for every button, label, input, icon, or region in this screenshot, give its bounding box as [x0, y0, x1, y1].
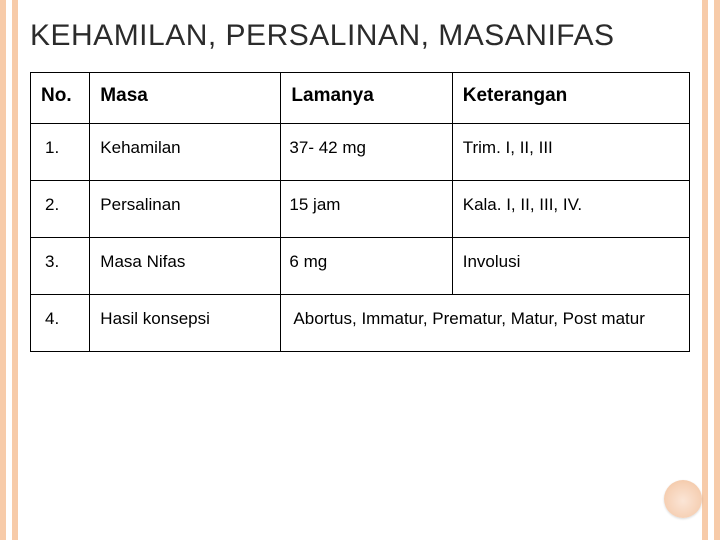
col-masa: Masa: [90, 73, 281, 124]
decor-stripe-left-inner: [12, 0, 18, 540]
col-keterangan: Keterangan: [452, 73, 689, 124]
table-header-row: No. Masa Lamanya Keterangan: [31, 73, 690, 124]
col-lamanya: Lamanya: [281, 73, 452, 124]
decor-stripe-right-inner: [702, 0, 708, 540]
decor-stripe-left-outer: [0, 0, 6, 540]
cell-no: 1.: [31, 124, 90, 181]
page-title: KEHAMILAN, PERSALINAN, MASANIFAS: [30, 18, 690, 54]
cell-lamanya: 37- 42 mg: [281, 124, 452, 181]
cell-masa: Hasil konsepsi: [90, 295, 281, 352]
cell-masa: Kehamilan: [90, 124, 281, 181]
cell-no: 3.: [31, 238, 90, 295]
decor-stripe-right-outer: [714, 0, 720, 540]
cell-lamanya: 6 mg: [281, 238, 452, 295]
col-no: No.: [31, 73, 90, 124]
table-row: 2. Persalinan 15 jam Kala. I, II, III, I…: [31, 181, 690, 238]
data-table: No. Masa Lamanya Keterangan 1. Kehamilan…: [30, 72, 690, 352]
cell-keterangan: Trim. I, II, III: [452, 124, 689, 181]
cell-masa: Masa Nifas: [90, 238, 281, 295]
cell-masa: Persalinan: [90, 181, 281, 238]
cell-no: 2.: [31, 181, 90, 238]
cell-keterangan: Involusi: [452, 238, 689, 295]
table-row: 3. Masa Nifas 6 mg Involusi: [31, 238, 690, 295]
decor-circle: [664, 480, 702, 518]
cell-keterangan: Kala. I, II, III, IV.: [452, 181, 689, 238]
cell-no: 4.: [31, 295, 90, 352]
table-row: 4. Hasil konsepsi Abortus, Immatur, Prem…: [31, 295, 690, 352]
slide-content: KEHAMILAN, PERSALINAN, MASANIFAS No. Mas…: [30, 18, 690, 352]
cell-lamanya: 15 jam: [281, 181, 452, 238]
cell-merged: Abortus, Immatur, Prematur, Matur, Post …: [281, 295, 690, 352]
table-row: 1. Kehamilan 37- 42 mg Trim. I, II, III: [31, 124, 690, 181]
